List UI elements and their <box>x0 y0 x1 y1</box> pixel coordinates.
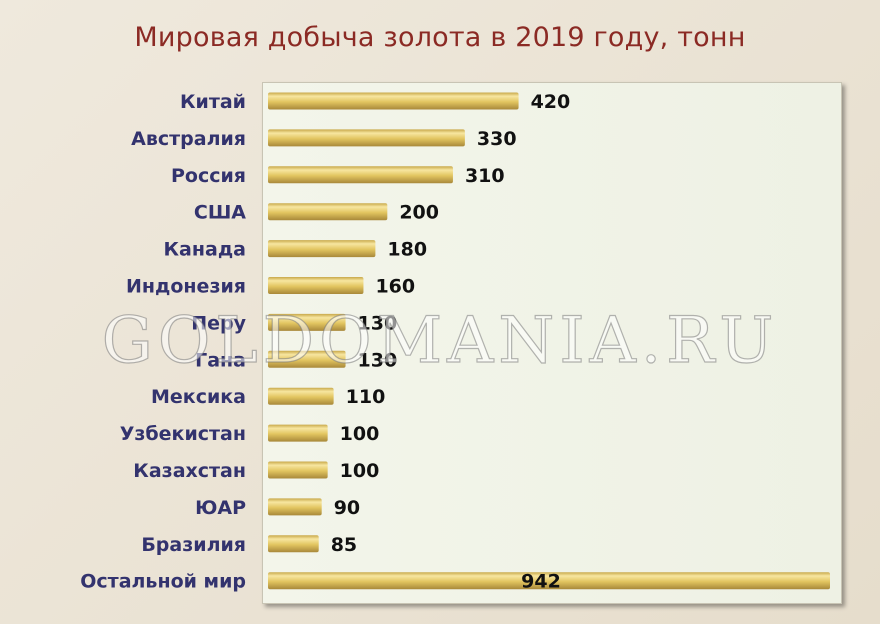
value-label: 90 <box>334 497 360 519</box>
bar <box>268 572 830 590</box>
value-label: 330 <box>477 128 517 150</box>
category-label: Китай <box>180 91 246 113</box>
value-label: 130 <box>358 349 398 371</box>
category-label: Казахстан <box>133 460 246 482</box>
category-label: ЮАР <box>195 497 246 519</box>
bar <box>268 166 453 184</box>
category-label: Гана <box>195 349 246 371</box>
category-label: Мексика <box>151 386 246 408</box>
category-label: Бразилия <box>141 534 246 556</box>
bar <box>268 313 346 331</box>
bars-group: Китай 420 Австралия 330 Россия 310 США 200 Канад… <box>80 91 830 593</box>
bar <box>268 424 328 442</box>
category-label: Австралия <box>131 128 246 150</box>
bar <box>268 92 519 110</box>
bar <box>268 203 388 221</box>
category-label: Остальной мир <box>80 571 246 593</box>
bar <box>268 129 465 147</box>
category-label: Индонезия <box>126 276 246 298</box>
value-label: 110 <box>346 386 386 408</box>
value-label: 942 <box>521 571 561 593</box>
category-label: Канада <box>164 239 246 261</box>
bar <box>268 350 346 368</box>
value-label: 100 <box>340 460 380 482</box>
value-label: 180 <box>387 239 427 261</box>
value-label: 160 <box>375 276 415 298</box>
bar <box>268 387 334 405</box>
value-label: 420 <box>531 91 571 113</box>
value-label: 310 <box>465 165 505 187</box>
bar <box>268 277 364 294</box>
category-label: Россия <box>171 165 246 187</box>
bar <box>268 461 328 479</box>
value-label: 100 <box>340 423 380 445</box>
watermark: GOLDOMANIA.RU <box>102 304 779 378</box>
value-label: 130 <box>358 312 398 334</box>
bar <box>268 498 322 516</box>
category-label: Узбекистан <box>120 423 246 445</box>
value-label: 85 <box>331 534 357 556</box>
category-label: США <box>194 202 246 224</box>
value-label: 200 <box>399 202 439 224</box>
bar <box>268 535 319 553</box>
category-label: Перу <box>191 312 246 334</box>
chart-title: Мировая добыча золота в 2019 году, тонн <box>134 22 746 53</box>
bar <box>268 240 376 258</box>
